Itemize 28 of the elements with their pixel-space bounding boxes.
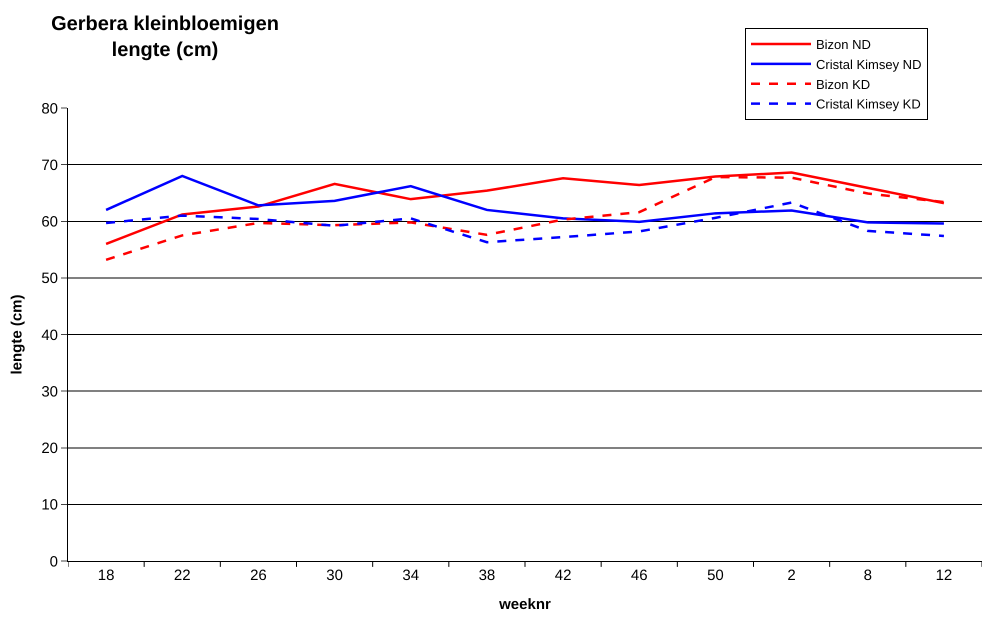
y-tick-label: 0 [50,553,58,570]
legend-label: Cristal Kimsey ND [816,56,922,72]
x-tick-label: 12 [936,567,952,584]
chart-title: Gerbera kleinbloemigen lengte (cm) [51,13,279,61]
x-tick-label: 30 [326,567,343,584]
x-tick-label: 26 [250,567,267,584]
legend-label: Bizon ND [816,37,871,52]
y-tick-label: 70 [41,156,58,174]
y-tick-label: 60 [41,214,58,230]
y-tick-label: 10 [41,496,58,514]
y-tick-label: 30 [41,383,58,400]
x-tick-label: 50 [707,567,724,584]
y-tick-label: 80 [41,100,58,118]
x-tick-label: 34 [402,567,420,584]
x-tick-label: 8 [864,567,872,584]
x-tick-label: 38 [478,567,496,584]
legend-label: Bizon KD [816,76,870,92]
x-tick-label: 42 [554,567,572,584]
y-axis-title: lengte (cm) [8,294,26,375]
x-axis-title: weeknr [498,596,552,613]
x-tick-label: 2 [787,567,796,584]
x-tick-label: 22 [174,567,191,584]
x-tick-label: 18 [98,567,114,584]
y-tick-label: 50 [41,270,58,288]
y-tick-label: 40 [41,326,58,344]
y-tick-label: 20 [41,440,58,457]
legend-label: Cristal Kimsey KD [816,96,921,112]
x-tick-label: 46 [630,567,648,584]
